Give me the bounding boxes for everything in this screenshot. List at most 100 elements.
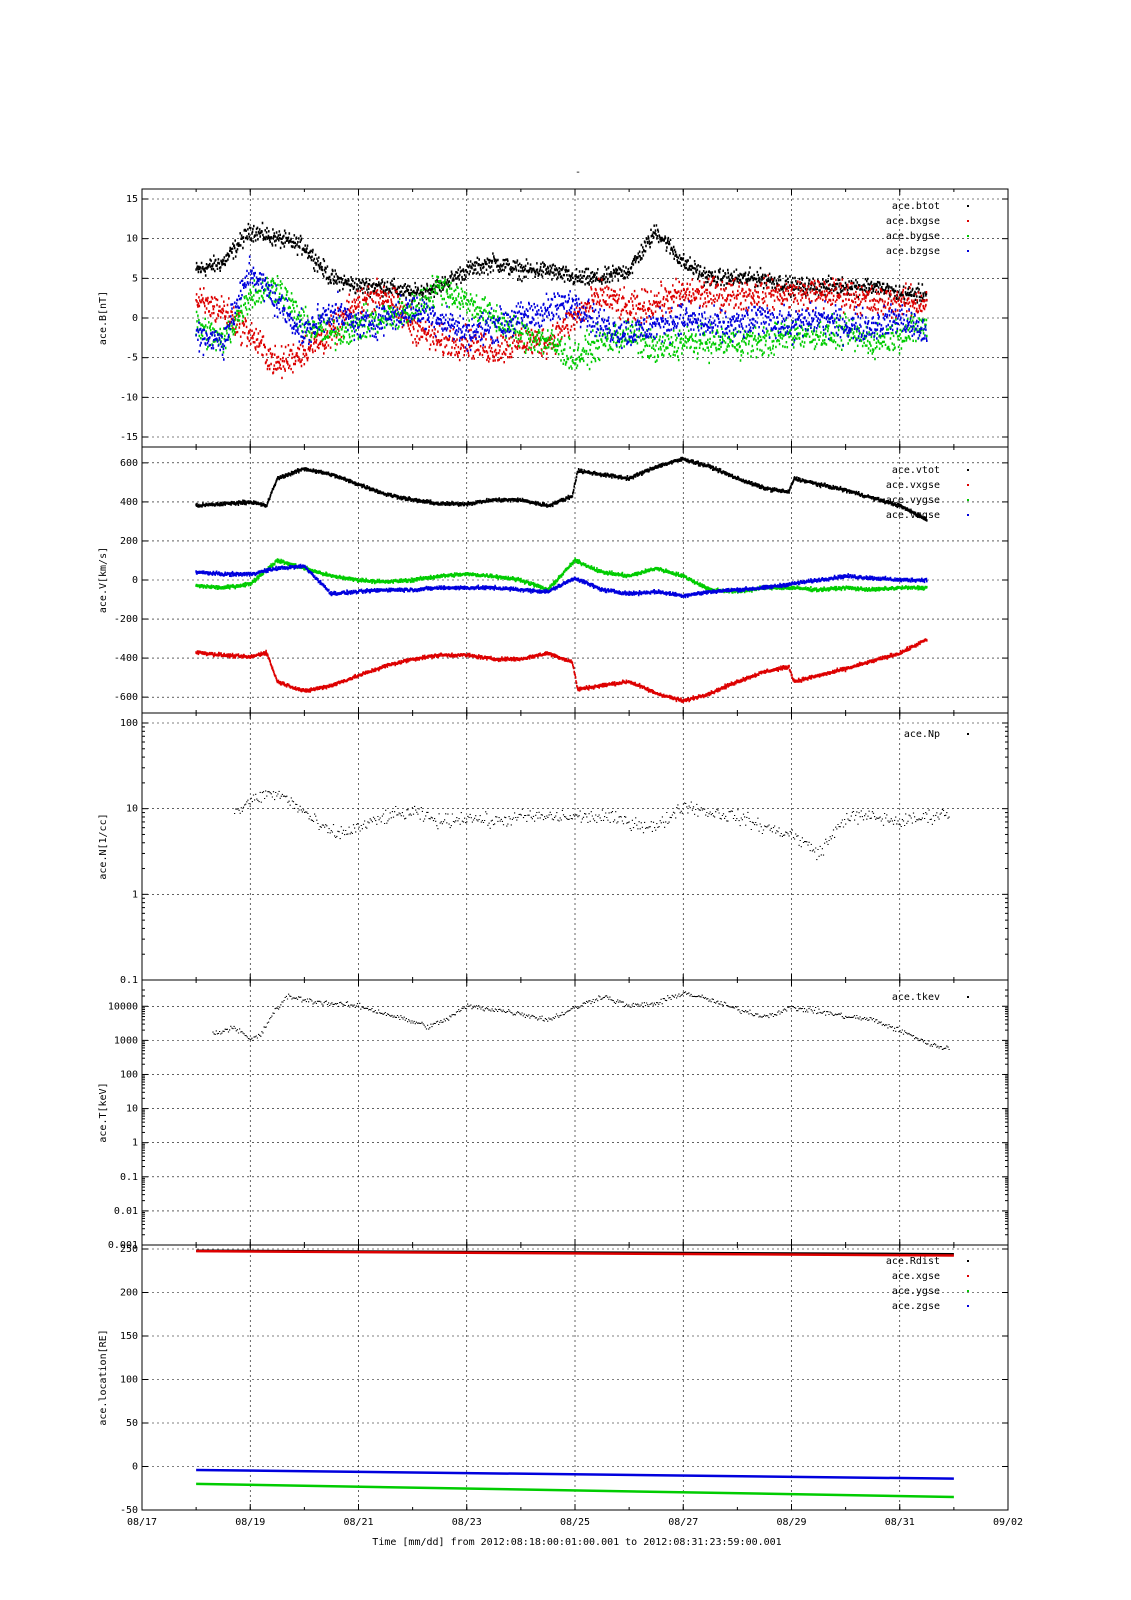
y-tick-label: -10 — [120, 392, 138, 403]
y-tick-label: 400 — [120, 497, 138, 508]
y-tick-label: 0 — [132, 1462, 138, 1473]
y-tick-label: 200 — [120, 536, 138, 547]
series-ace.bxgse — [195, 274, 928, 380]
legend-label: ace.vtot — [892, 465, 940, 476]
y-tick-label: 100 — [120, 1375, 138, 1386]
series-points — [195, 557, 928, 594]
chart-panel-1: 15 10 5 0 -5 -10 -15 ace.B[nT] ace.btot ace.bxgse… — [98, 188, 1009, 448]
y-tick-label: -600 — [114, 692, 138, 703]
legend-marker — [967, 1275, 969, 1277]
legend-marker — [967, 1290, 969, 1292]
series-ace.bzgse — [195, 255, 928, 361]
chart-panel-3: 100 10 1 0.1 ace.N[1/cc] ace.Np — [98, 712, 1009, 986]
legend-marker — [967, 469, 969, 471]
y-axis-label: ace.N[1/cc] — [98, 813, 109, 879]
legend-label: ace.ygse — [892, 1286, 940, 1297]
legend-marker — [967, 205, 969, 207]
y-tick-label: -50 — [120, 1505, 138, 1516]
legend-marker — [967, 733, 969, 735]
x-tick-label: 08/17 — [127, 1517, 157, 1528]
series-points — [195, 638, 928, 704]
figure-title: - — [575, 167, 581, 178]
y-axis-label: ace.T[keV] — [98, 1082, 109, 1142]
y-axis-label: ace.location[RE] — [98, 1329, 109, 1425]
series-ace.vzgse — [195, 563, 928, 599]
y-tick-label: 1 — [132, 889, 138, 900]
x-tick-label: 09/02 — [993, 1517, 1023, 1528]
x-axis-label: Time [mm/dd] from 2012:08:18:00:01:00.00… — [372, 1537, 781, 1548]
series-ace.vygse — [195, 557, 928, 594]
series-ace.tkev — [212, 991, 950, 1051]
y-tick-label: 0.01 — [114, 1206, 138, 1217]
chart-panels: 151050-5-10-15ace.B[nT]ace.btotace.bxgse… — [98, 188, 1023, 1528]
series-ace.vtot — [195, 456, 928, 522]
y-tick-label: 0.1 — [120, 1172, 138, 1183]
y-tick-label: 50 — [126, 1418, 138, 1429]
y-tick-label: 1000 — [114, 1035, 138, 1046]
legend-marker — [967, 499, 969, 501]
y-tick-label: 100 — [120, 718, 138, 729]
y-tick-label: 10 — [126, 234, 138, 245]
legend-label: ace.vygse — [886, 495, 940, 506]
y-tick-label: -5 — [126, 353, 138, 364]
y-tick-label: -200 — [114, 614, 138, 625]
series-line — [196, 1249, 954, 1257]
legend-marker — [967, 1305, 969, 1307]
y-tick-label: 250 — [120, 1244, 138, 1255]
chart-panel-4: 10000 1000 100 10 1 0.1 0.01 0.001 ace.T[keV] ace… — [98, 979, 1009, 1251]
series-ace.xgse — [196, 1249, 954, 1257]
legend-marker — [967, 220, 969, 222]
legend-marker — [967, 514, 969, 516]
series-points — [195, 221, 928, 305]
series-ace.Np — [234, 790, 950, 861]
legend-marker — [967, 1260, 969, 1262]
legend-marker — [967, 235, 969, 237]
x-tick-label: 08/29 — [776, 1517, 806, 1528]
y-tick-label: 0 — [132, 575, 138, 586]
y-tick-label: 10000 — [108, 1001, 138, 1012]
series-line — [196, 1468, 954, 1480]
legend-label: ace.bxgse — [886, 216, 940, 227]
x-tick-label: 08/19 — [235, 1517, 265, 1528]
series-ace.vxgse — [195, 638, 928, 704]
x-tick-label: 08/23 — [452, 1517, 482, 1528]
series-points — [212, 991, 950, 1051]
legend-label: ace.Rdist — [886, 1256, 940, 1267]
y-tick-label: 15 — [126, 194, 138, 205]
y-tick-label: 100 — [120, 1069, 138, 1080]
y-tick-label: 10 — [126, 804, 138, 815]
legend-label: ace.btot — [892, 201, 940, 212]
y-tick-label: 150 — [120, 1331, 138, 1342]
series-points — [195, 274, 928, 380]
y-tick-label: 0.1 — [120, 975, 138, 986]
chart-panel-5: 250 200 150 100 50 0 -50 ace.location[RE] ace.Rd… — [98, 1244, 1009, 1516]
x-tick-label: 08/31 — [885, 1517, 915, 1528]
legend-marker — [967, 996, 969, 998]
legend-label: ace.vzgse — [886, 510, 940, 521]
y-tick-label: -400 — [114, 653, 138, 664]
legend-label: ace.xgse — [892, 1271, 940, 1282]
y-tick-label: -15 — [120, 432, 138, 443]
legend-label: ace.vxgse — [886, 480, 940, 491]
chart-panel-2: 600 400 200 0 -200 -400 -600 ace.V[km/s] ace.vto… — [98, 446, 1009, 714]
series-line — [196, 1482, 954, 1499]
series-ace.btot — [195, 221, 928, 305]
series-points — [195, 255, 928, 361]
series-ace.ygse — [196, 1482, 954, 1499]
y-tick-label: 0 — [132, 313, 138, 324]
legend-label: ace.bygse — [886, 231, 940, 242]
legend-marker — [967, 484, 969, 486]
legend-label: ace.tkev — [892, 992, 940, 1003]
legend-label: ace.Np — [904, 729, 940, 740]
series-points — [234, 790, 950, 861]
series-points — [195, 456, 928, 522]
series-ace.zgse — [196, 1468, 954, 1480]
y-axis-label: ace.B[nT] — [98, 291, 109, 345]
y-tick-label: 10 — [126, 1104, 138, 1115]
legend-label: ace.zgse — [892, 1301, 940, 1312]
y-tick-label: 600 — [120, 458, 138, 469]
x-tick-label: 08/21 — [343, 1517, 373, 1528]
legend-marker — [967, 250, 969, 252]
y-axis-label: ace.V[km/s] — [98, 547, 109, 613]
